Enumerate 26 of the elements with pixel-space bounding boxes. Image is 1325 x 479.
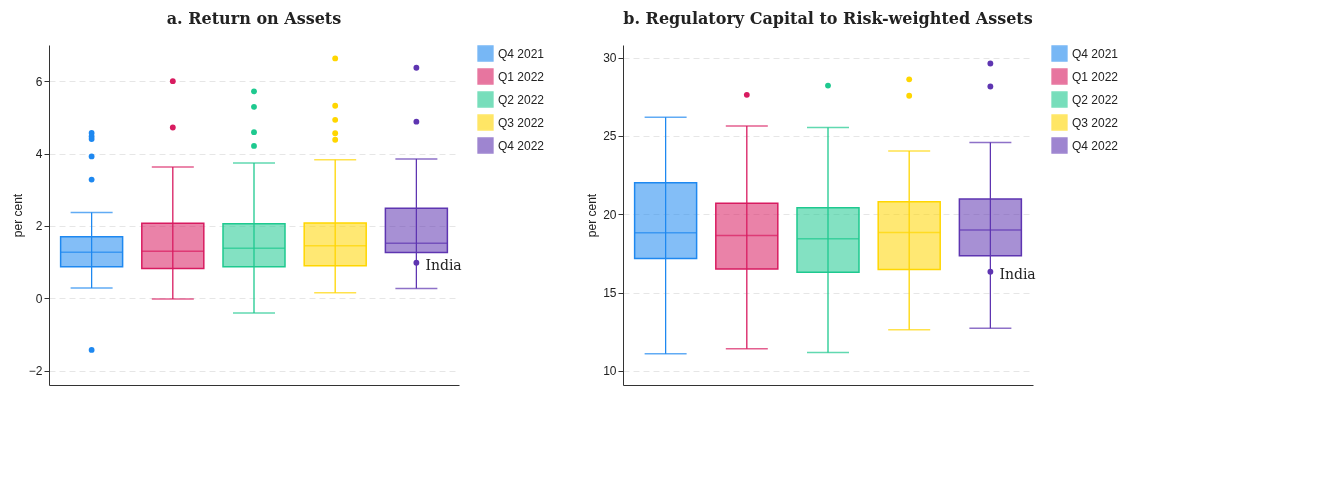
legend-label: Q4 2021 (498, 46, 545, 61)
chart-title: a. Return on Assets (166, 9, 342, 28)
y-axis-title: per cent (585, 193, 600, 238)
y-tick-label: −2 (28, 364, 43, 379)
legend-label: Q4 2021 (1072, 46, 1119, 61)
chart-title: b. Regulatory Capital to Risk-weighted Assets (623, 9, 1033, 28)
legend-label: Q2 2022 (498, 92, 545, 107)
legend-label: Q1 2022 (1072, 69, 1119, 84)
y-tick-label: 10 (603, 364, 617, 379)
legend-label: Q1 2022 (498, 69, 545, 84)
series-label: India (999, 265, 1036, 282)
y-tick-label: 15 (603, 286, 617, 301)
legend-label: Q4 2022 (1072, 138, 1119, 153)
y-tick-label: 2 (35, 219, 43, 234)
y-tick-label: 25 (603, 129, 617, 144)
legend-label: Q3 2022 (1072, 115, 1119, 130)
legend-label: Q4 2022 (498, 138, 545, 153)
y-tick-label: 20 (603, 207, 617, 222)
y-axis-title: per cent (10, 193, 25, 238)
legend-label: Q2 2022 (1072, 92, 1119, 107)
series-label: India (425, 256, 462, 273)
y-tick-label: 6 (35, 74, 43, 89)
y-tick-label: 4 (35, 147, 43, 162)
y-tick-label: 30 (603, 51, 617, 66)
legend-label: Q3 2022 (498, 115, 545, 130)
y-tick-label: 0 (35, 291, 43, 306)
